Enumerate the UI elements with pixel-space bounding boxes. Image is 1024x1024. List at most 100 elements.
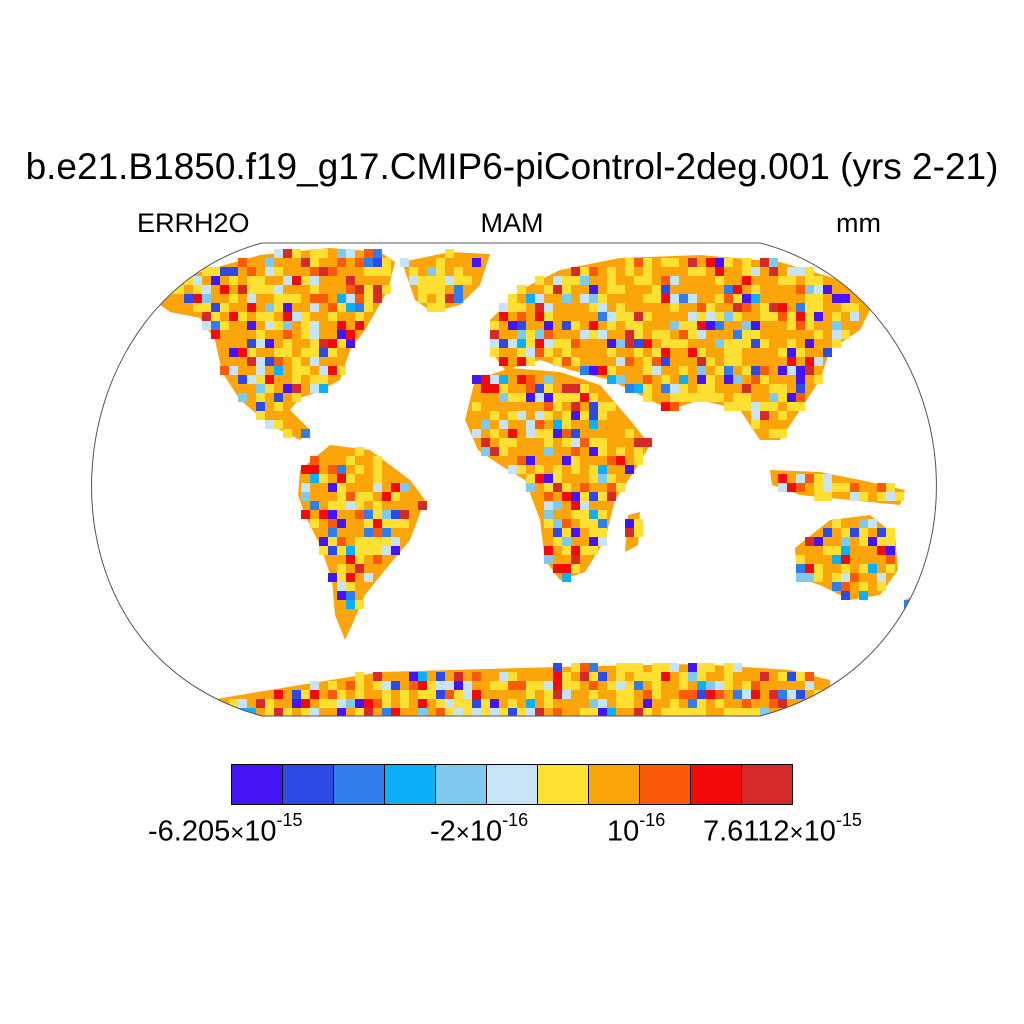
grid-cell [742, 393, 751, 402]
grid-cell [553, 285, 562, 294]
grid-cell [490, 375, 499, 384]
grid-cell [841, 303, 850, 312]
grid-cell [625, 267, 634, 276]
grid-cell [670, 402, 679, 411]
grid-cell [310, 357, 319, 366]
grid-cell [841, 537, 850, 546]
grid-cell [571, 276, 580, 285]
grid-cell [697, 690, 706, 699]
colorbar-swatch-4 [436, 765, 487, 804]
grid-cell [499, 681, 508, 690]
grid-cell [418, 708, 427, 716]
grid-cell [319, 546, 328, 555]
grid-cell [256, 699, 265, 708]
grid-cell [625, 312, 634, 321]
grid-cell [562, 384, 571, 393]
grid-cell [670, 708, 679, 716]
grid-cell [580, 519, 589, 528]
grid-cell [211, 303, 220, 312]
grid-cell [742, 258, 751, 267]
grid-cell [292, 249, 301, 258]
grid-cell [616, 447, 625, 456]
grid-cell [301, 708, 310, 716]
grid-cell [796, 375, 805, 384]
grid-cell [463, 699, 472, 708]
grid-cell [580, 393, 589, 402]
grid-cell [526, 393, 535, 402]
grid-cell [373, 294, 382, 303]
grid-cell [274, 267, 283, 276]
grid-cell [454, 681, 463, 690]
grid-cell [796, 672, 805, 681]
colorbar-swatch-0 [232, 765, 283, 804]
grid-cell [337, 564, 346, 573]
grid-cell [589, 294, 598, 303]
grid-cell [283, 348, 292, 357]
grid-cell [328, 546, 337, 555]
grid-cell [859, 564, 868, 573]
season-label: MAM [480, 208, 544, 238]
grid-cell [634, 528, 643, 537]
grid-cell [841, 582, 850, 591]
grid-cell [805, 276, 814, 285]
grid-cell [499, 420, 508, 429]
grid-cell [310, 681, 319, 690]
grid-cell [490, 348, 499, 357]
grid-cell [553, 465, 562, 474]
grid-cell [535, 465, 544, 474]
grid-cell [697, 375, 706, 384]
grid-cell [373, 267, 382, 276]
grid-cell [328, 681, 337, 690]
grid-cell [733, 663, 742, 672]
grid-cell [571, 267, 580, 276]
grid-cell [508, 429, 517, 438]
grid-cell [319, 339, 328, 348]
grid-cell [319, 699, 328, 708]
grid-cell [337, 546, 346, 555]
grid-cell [598, 474, 607, 483]
grid-cell [661, 672, 670, 681]
grid-cell [580, 438, 589, 447]
grid-cell [193, 294, 202, 303]
grid-cell [517, 708, 526, 716]
grid-cell [427, 285, 436, 294]
grid-cell [337, 690, 346, 699]
grid-cell [607, 348, 616, 357]
grid-cell [733, 303, 742, 312]
grid-cell [355, 672, 364, 681]
grid-cell [688, 699, 697, 708]
grid-cell [346, 582, 355, 591]
grid-cell [643, 357, 652, 366]
grid-cell [751, 411, 760, 420]
grid-cell [589, 366, 598, 375]
grid-cell [355, 708, 364, 716]
grid-cell [481, 438, 490, 447]
grid-cell [337, 501, 346, 510]
grid-cell [301, 312, 310, 321]
grid-cell [175, 285, 184, 294]
grid-cell [544, 681, 553, 690]
grid-cell [256, 357, 265, 366]
grid-cell [787, 267, 796, 276]
grid-cell [742, 321, 751, 330]
grid-cell-speckle [166, 249, 937, 716]
grid-cell [724, 312, 733, 321]
grid-cell [328, 348, 337, 357]
grid-cell [760, 366, 769, 375]
grid-cell [787, 393, 796, 402]
grid-cell [616, 456, 625, 465]
grid-cell [562, 537, 571, 546]
grid-cell [643, 384, 652, 393]
grid-cell [373, 528, 382, 537]
grid-cell [499, 393, 508, 402]
grid-cell [274, 294, 283, 303]
grid-cell [355, 285, 364, 294]
grid-cell [526, 699, 535, 708]
grid-cell [283, 276, 292, 285]
grid-cell [625, 357, 634, 366]
grid-cell [418, 699, 427, 708]
grid-cell [733, 312, 742, 321]
grid-cell [652, 285, 661, 294]
grid-cell [742, 267, 751, 276]
grid-cell [535, 708, 544, 716]
